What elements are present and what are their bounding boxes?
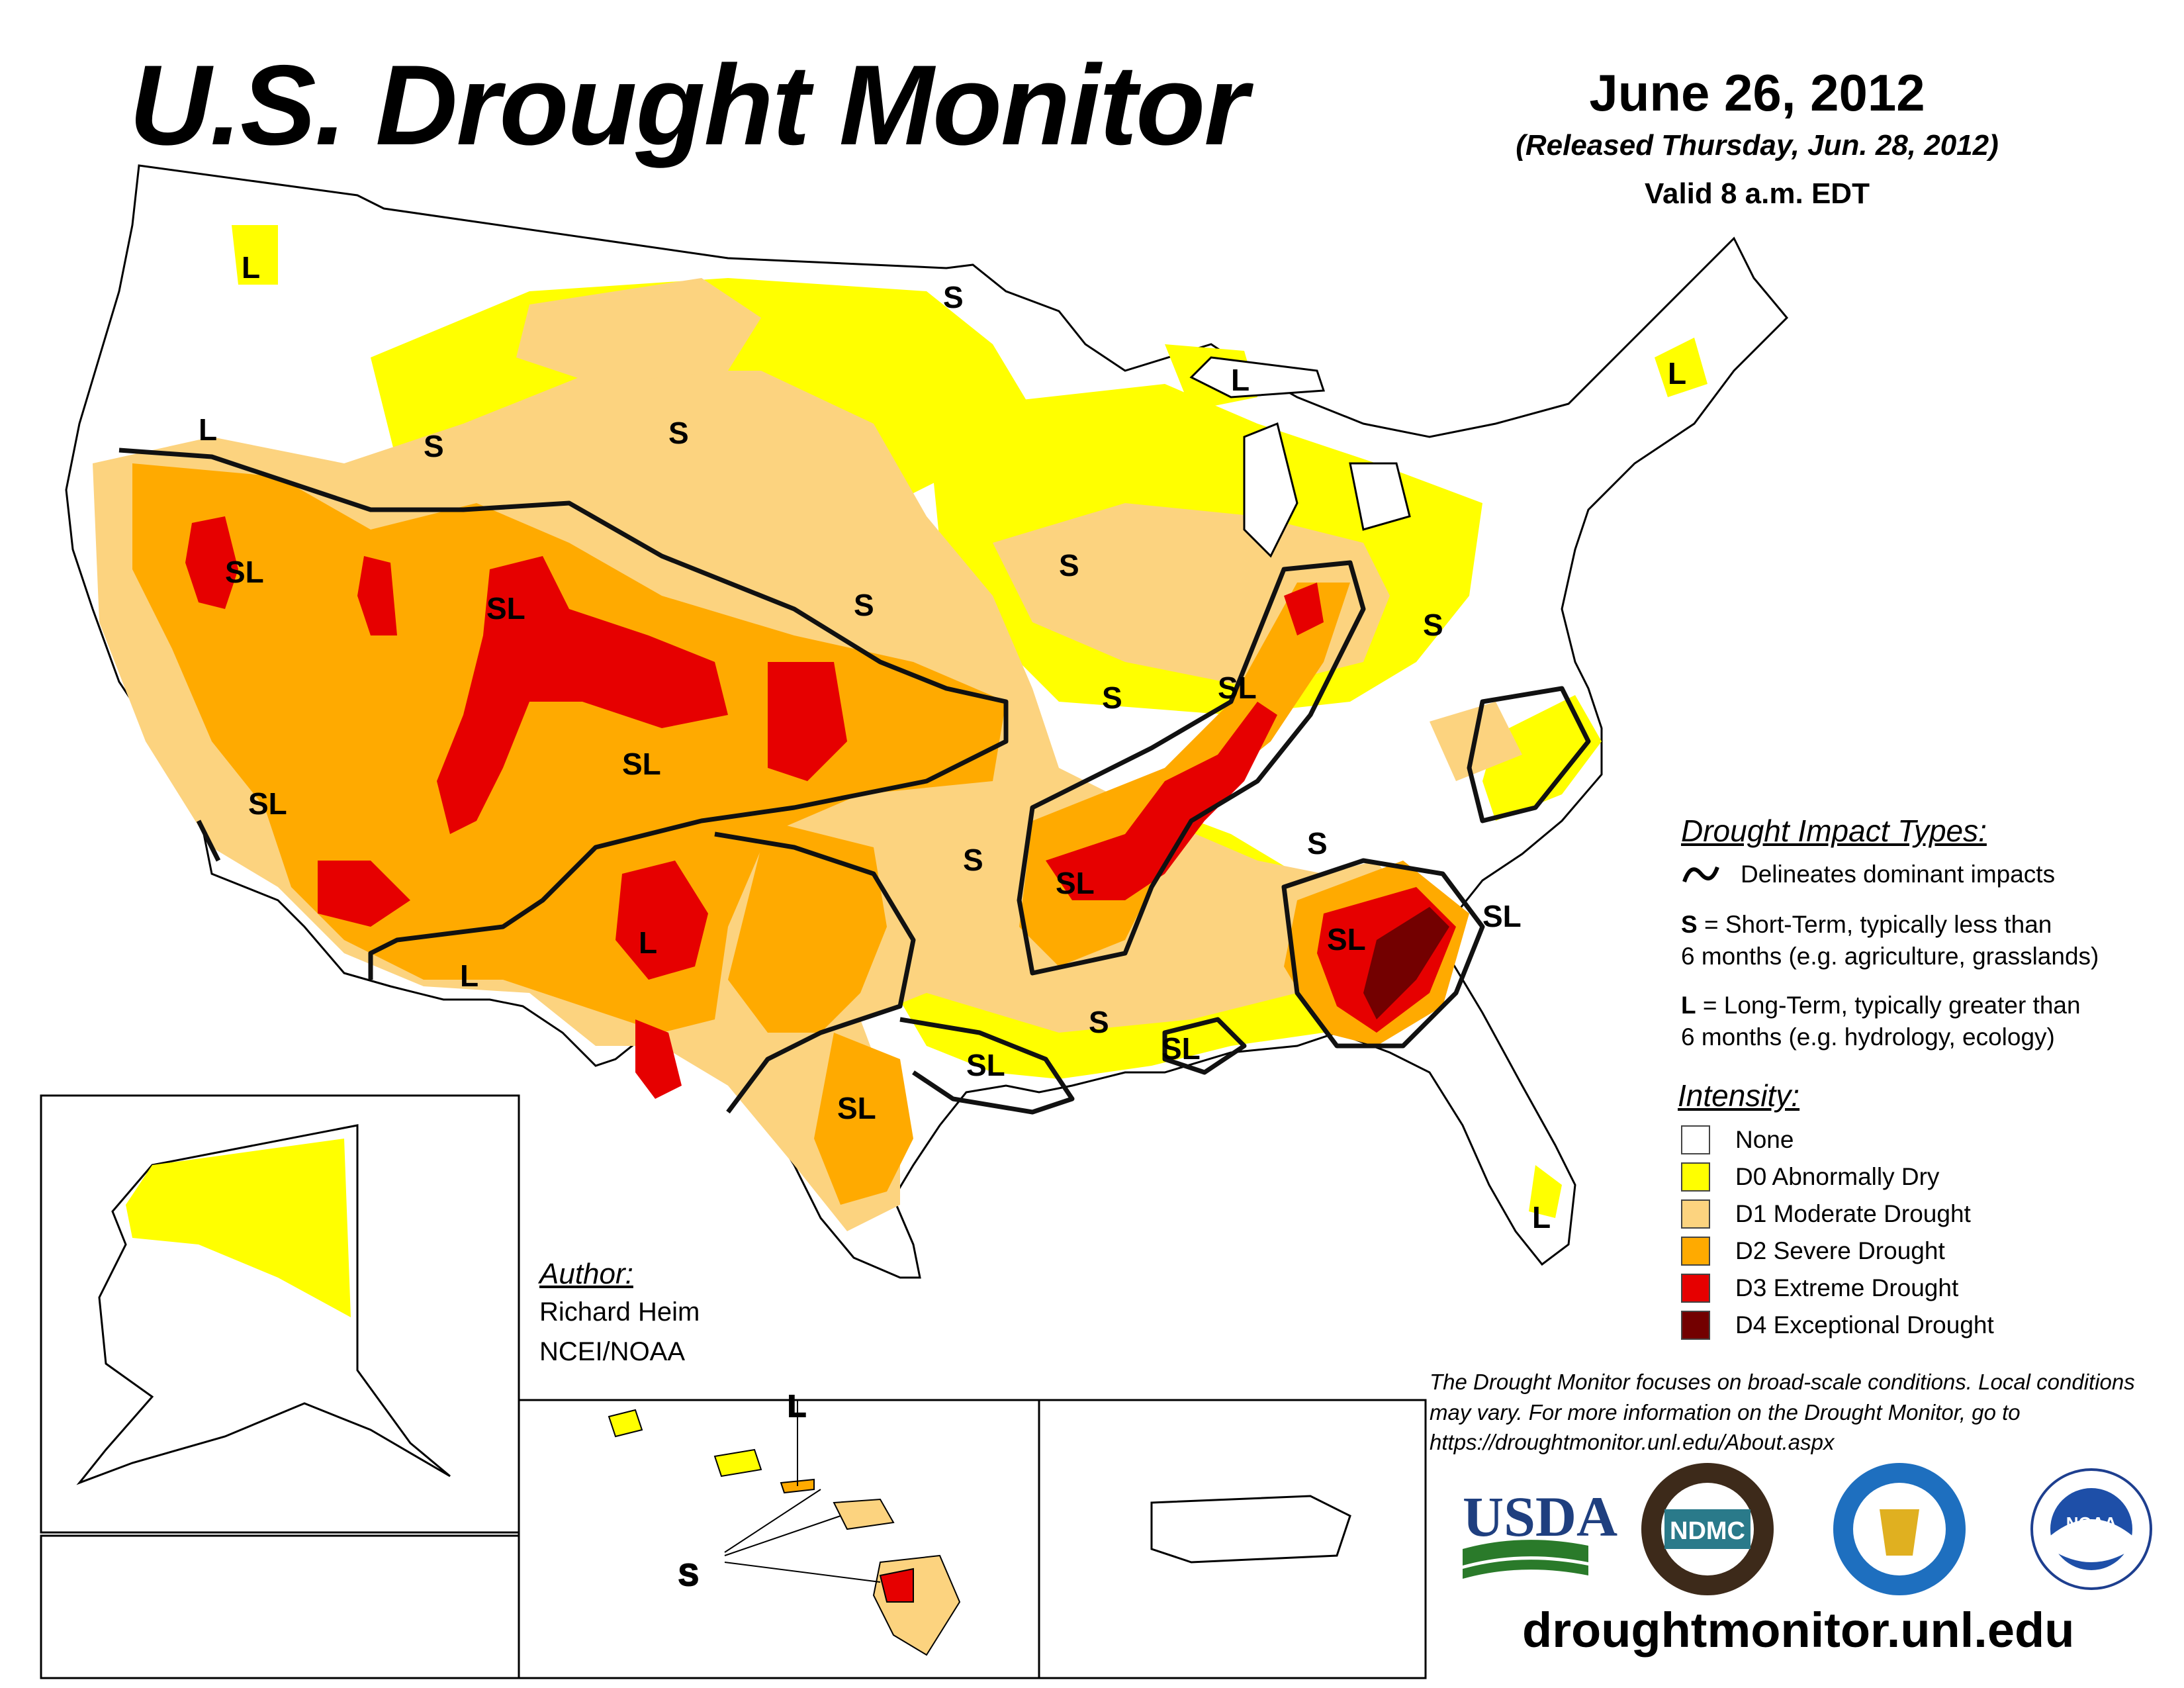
impact-legend-short-term: S = Short-Term, typically less than 6 mo… [1681, 911, 2099, 970]
intensity-swatch [1681, 1162, 1710, 1192]
map-label-ms: S [1089, 1005, 1109, 1039]
disclaimer-text: The Drought Monitor focuses on broad-sca… [1430, 1370, 2135, 1455]
map-label-ga: SL [1327, 922, 1366, 957]
great-lakes [1189, 356, 1411, 558]
map-label-mn: S [943, 280, 964, 314]
map-label-vt: L [1668, 356, 1686, 391]
impact-labels: L L S S SL SL SL SL L L SL S S S S SL S … [199, 250, 1686, 1235]
website-link[interactable]: droughtmonitor.unl.edu [1522, 1603, 2075, 1658]
svg-text:NDMC: NDMC [1670, 1517, 1745, 1545]
map-label-mo: S [1102, 680, 1122, 715]
author-org: NCEI/NOAA [539, 1337, 686, 1366]
map-label-mt: S [424, 429, 444, 463]
map-label-wy: S [668, 416, 689, 450]
intensity-label: D3 Extreme Drought [1735, 1274, 1959, 1301]
intensity-swatch [1681, 1199, 1710, 1229]
noaa-logo: NOAA [2030, 1468, 2152, 1590]
map-date: June 26, 2012 [1589, 64, 1925, 122]
delineation-line-icon [1682, 866, 1719, 883]
intensity-swatch [1681, 1274, 1710, 1303]
map-label-ok: S [963, 843, 983, 877]
map-label-hi-l: L [788, 1389, 806, 1423]
map-label-wa: L [242, 250, 260, 285]
map-label-sc: SL [1482, 899, 1522, 933]
map-label-az: L [460, 959, 478, 993]
map-label-oh: S [1423, 608, 1443, 642]
alaska-inset [76, 1124, 451, 1485]
map-label-ar: SL [1056, 866, 1095, 900]
map-label-or: L [199, 412, 217, 447]
intensity-label: D2 Severe Drought [1735, 1237, 1945, 1264]
map-label-nm: L [639, 925, 657, 960]
map-label-la: SL [966, 1048, 1005, 1082]
map-label-ca: SL [248, 786, 287, 821]
intensity-swatch [1681, 1311, 1710, 1340]
intensity-label: None [1735, 1126, 1794, 1153]
impact-legend-heading: Drought Impact Types: [1681, 814, 1987, 848]
intensity-legend-heading: Intensity: [1678, 1078, 1800, 1113]
page-title: U.S. Drought Monitor [129, 42, 1248, 169]
map-label-ut: SL [486, 591, 525, 626]
map-label-ia: S [1059, 548, 1079, 583]
impact-legend-long-term: L = Long-Term, typically greater than 6 … [1681, 992, 2081, 1051]
map-label-tx: SL [837, 1091, 876, 1125]
d4-region [1363, 907, 1449, 1019]
svg-text:NOAA: NOAA [2066, 1513, 2117, 1533]
intensity-swatch [1681, 1125, 1710, 1154]
intensity-swatch [1681, 1237, 1710, 1266]
doc-logo [1833, 1463, 1966, 1595]
map-label-co: SL [622, 747, 661, 781]
map-label-mi: L [1231, 363, 1250, 397]
map-label-tn: S [1307, 826, 1328, 861]
intensity-label: D1 Moderate Drought [1735, 1200, 1971, 1227]
impact-legend-delineates: Delineates dominant impacts [1741, 861, 2056, 888]
release-date: (Released Thursday, Jun. 28, 2012) [1516, 129, 1999, 162]
hawaii-inset: L S [608, 1388, 961, 1656]
puerto-rico-inset [1150, 1495, 1351, 1564]
map-label-fl: L [1532, 1200, 1551, 1235]
map-label-al: SL [1161, 1031, 1201, 1066]
valid-time: Valid 8 a.m. EDT [1645, 177, 1870, 210]
author-name: Richard Heim [539, 1297, 700, 1327]
map-label-ks: S [854, 588, 874, 622]
intensity-label: D4 Exceptional Drought [1735, 1311, 1994, 1338]
usda-logo: USDA [1463, 1485, 1617, 1579]
impact-delineation-lines [118, 447, 1591, 1115]
ndmc-logo: NDMC [1641, 1463, 1774, 1595]
map-label-il: SL [1218, 671, 1257, 705]
author-heading: Author: [539, 1258, 633, 1290]
intensity-label: D0 Abnormally Dry [1735, 1163, 1940, 1190]
map-label-nv: SL [225, 555, 264, 589]
map-label-hi-s: S [678, 1558, 699, 1592]
svg-text:USDA: USDA [1463, 1485, 1617, 1548]
